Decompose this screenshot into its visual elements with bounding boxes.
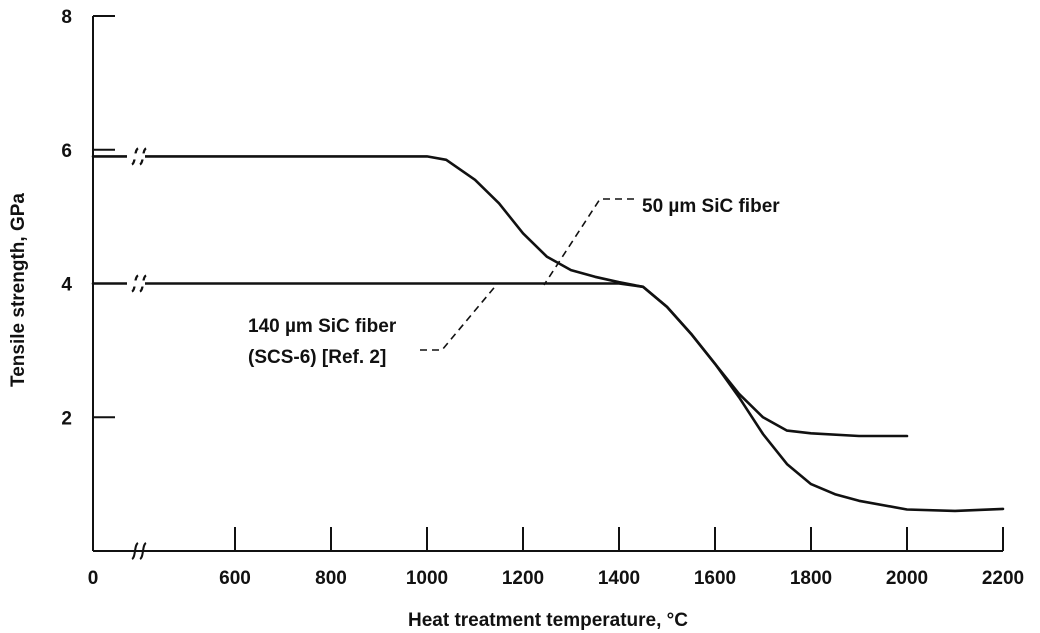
series-2-line (91, 282, 1005, 513)
axes: 0 600 800 1000 1200 1400 1600 1800 2000 2200 2 4 6 8 (61, 7, 1024, 589)
x-tick-label-0: 0 (88, 568, 99, 589)
annotations (420, 198, 634, 351)
series-1-line (91, 155, 909, 438)
series-1-label: 50 µm SiC fiber (642, 196, 780, 217)
series-1-leader-line (543, 198, 634, 286)
y-tick-label-2: 2 (61, 408, 72, 429)
axis-breaks (131, 147, 147, 560)
y-tick-label-8: 8 (61, 7, 72, 28)
y-tick-label-4: 4 (61, 275, 72, 296)
x-tick-label-1600: 1600 (694, 568, 736, 589)
series-2-break-gap (127, 280, 145, 287)
series-2-label-line-1: 140 µm SiC fiber (248, 316, 397, 337)
x-tick-label-1200: 1200 (502, 568, 544, 589)
x-tick-label-1800: 1800 (790, 568, 832, 589)
x-tick-label-2200: 2200 (982, 568, 1024, 589)
x-tick-label-600: 600 (219, 568, 251, 589)
x-tick-label-1000: 1000 (406, 568, 448, 589)
x-tick-label-800: 800 (315, 568, 347, 589)
series-layer (91, 153, 1005, 513)
axis-break-x-axis (131, 542, 147, 560)
x-axis-title: Heat treatment temperature, °C (408, 610, 688, 631)
x-tick-label-1400: 1400 (598, 568, 640, 589)
y-tick-label-6: 6 (61, 141, 72, 162)
x-tick-label-2000: 2000 (886, 568, 928, 589)
y-axis-title: Tensile strength, GPa (8, 193, 29, 387)
series-1-break-gap (127, 153, 145, 160)
series-2-leader-line (420, 282, 499, 351)
series-2-label-line-2: (SCS-6) [Ref. 2] (248, 347, 386, 368)
